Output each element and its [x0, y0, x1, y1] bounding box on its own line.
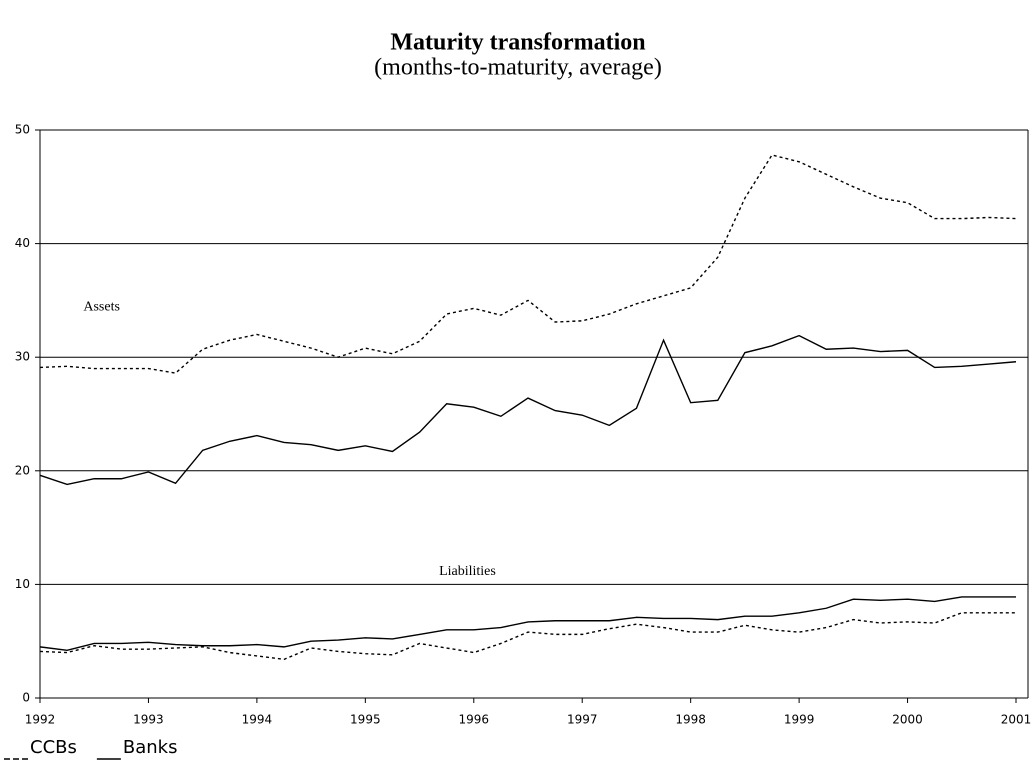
- legend-label: Banks: [123, 737, 178, 758]
- x-tick-label: 1998: [675, 713, 706, 727]
- x-tick-label: 2001: [1001, 713, 1032, 727]
- y-tick-label: 20: [15, 463, 30, 477]
- y-tick-label: 40: [15, 236, 30, 250]
- x-tick-label: 1994: [242, 713, 273, 727]
- y-tick-label: 30: [15, 350, 30, 364]
- annotation: Assets: [83, 299, 120, 314]
- series-line: [39, 154, 1017, 374]
- x-tick-label: 1997: [567, 713, 598, 727]
- chart-subtitle: (months-to-maturity, average): [374, 55, 662, 81]
- annotation: Liabilities: [439, 564, 496, 579]
- x-tick-label: 1995: [350, 713, 381, 727]
- x-tick-label: 1996: [459, 713, 490, 727]
- series-line: [39, 612, 1016, 661]
- chart-title: Maturity transformation: [390, 30, 645, 56]
- x-tick-label: 1993: [133, 713, 164, 727]
- y-tick-label: 10: [15, 577, 30, 591]
- legend-label: CCBs: [30, 737, 77, 758]
- x-tick-label: 2000: [892, 713, 923, 727]
- series-line: [39, 334, 1017, 486]
- x-tick-label: 1992: [25, 713, 56, 727]
- x-tick-label: 1999: [784, 713, 815, 727]
- y-tick-label: 0: [22, 691, 30, 705]
- series-line: [39, 596, 1016, 651]
- y-tick-label: 50: [15, 123, 30, 137]
